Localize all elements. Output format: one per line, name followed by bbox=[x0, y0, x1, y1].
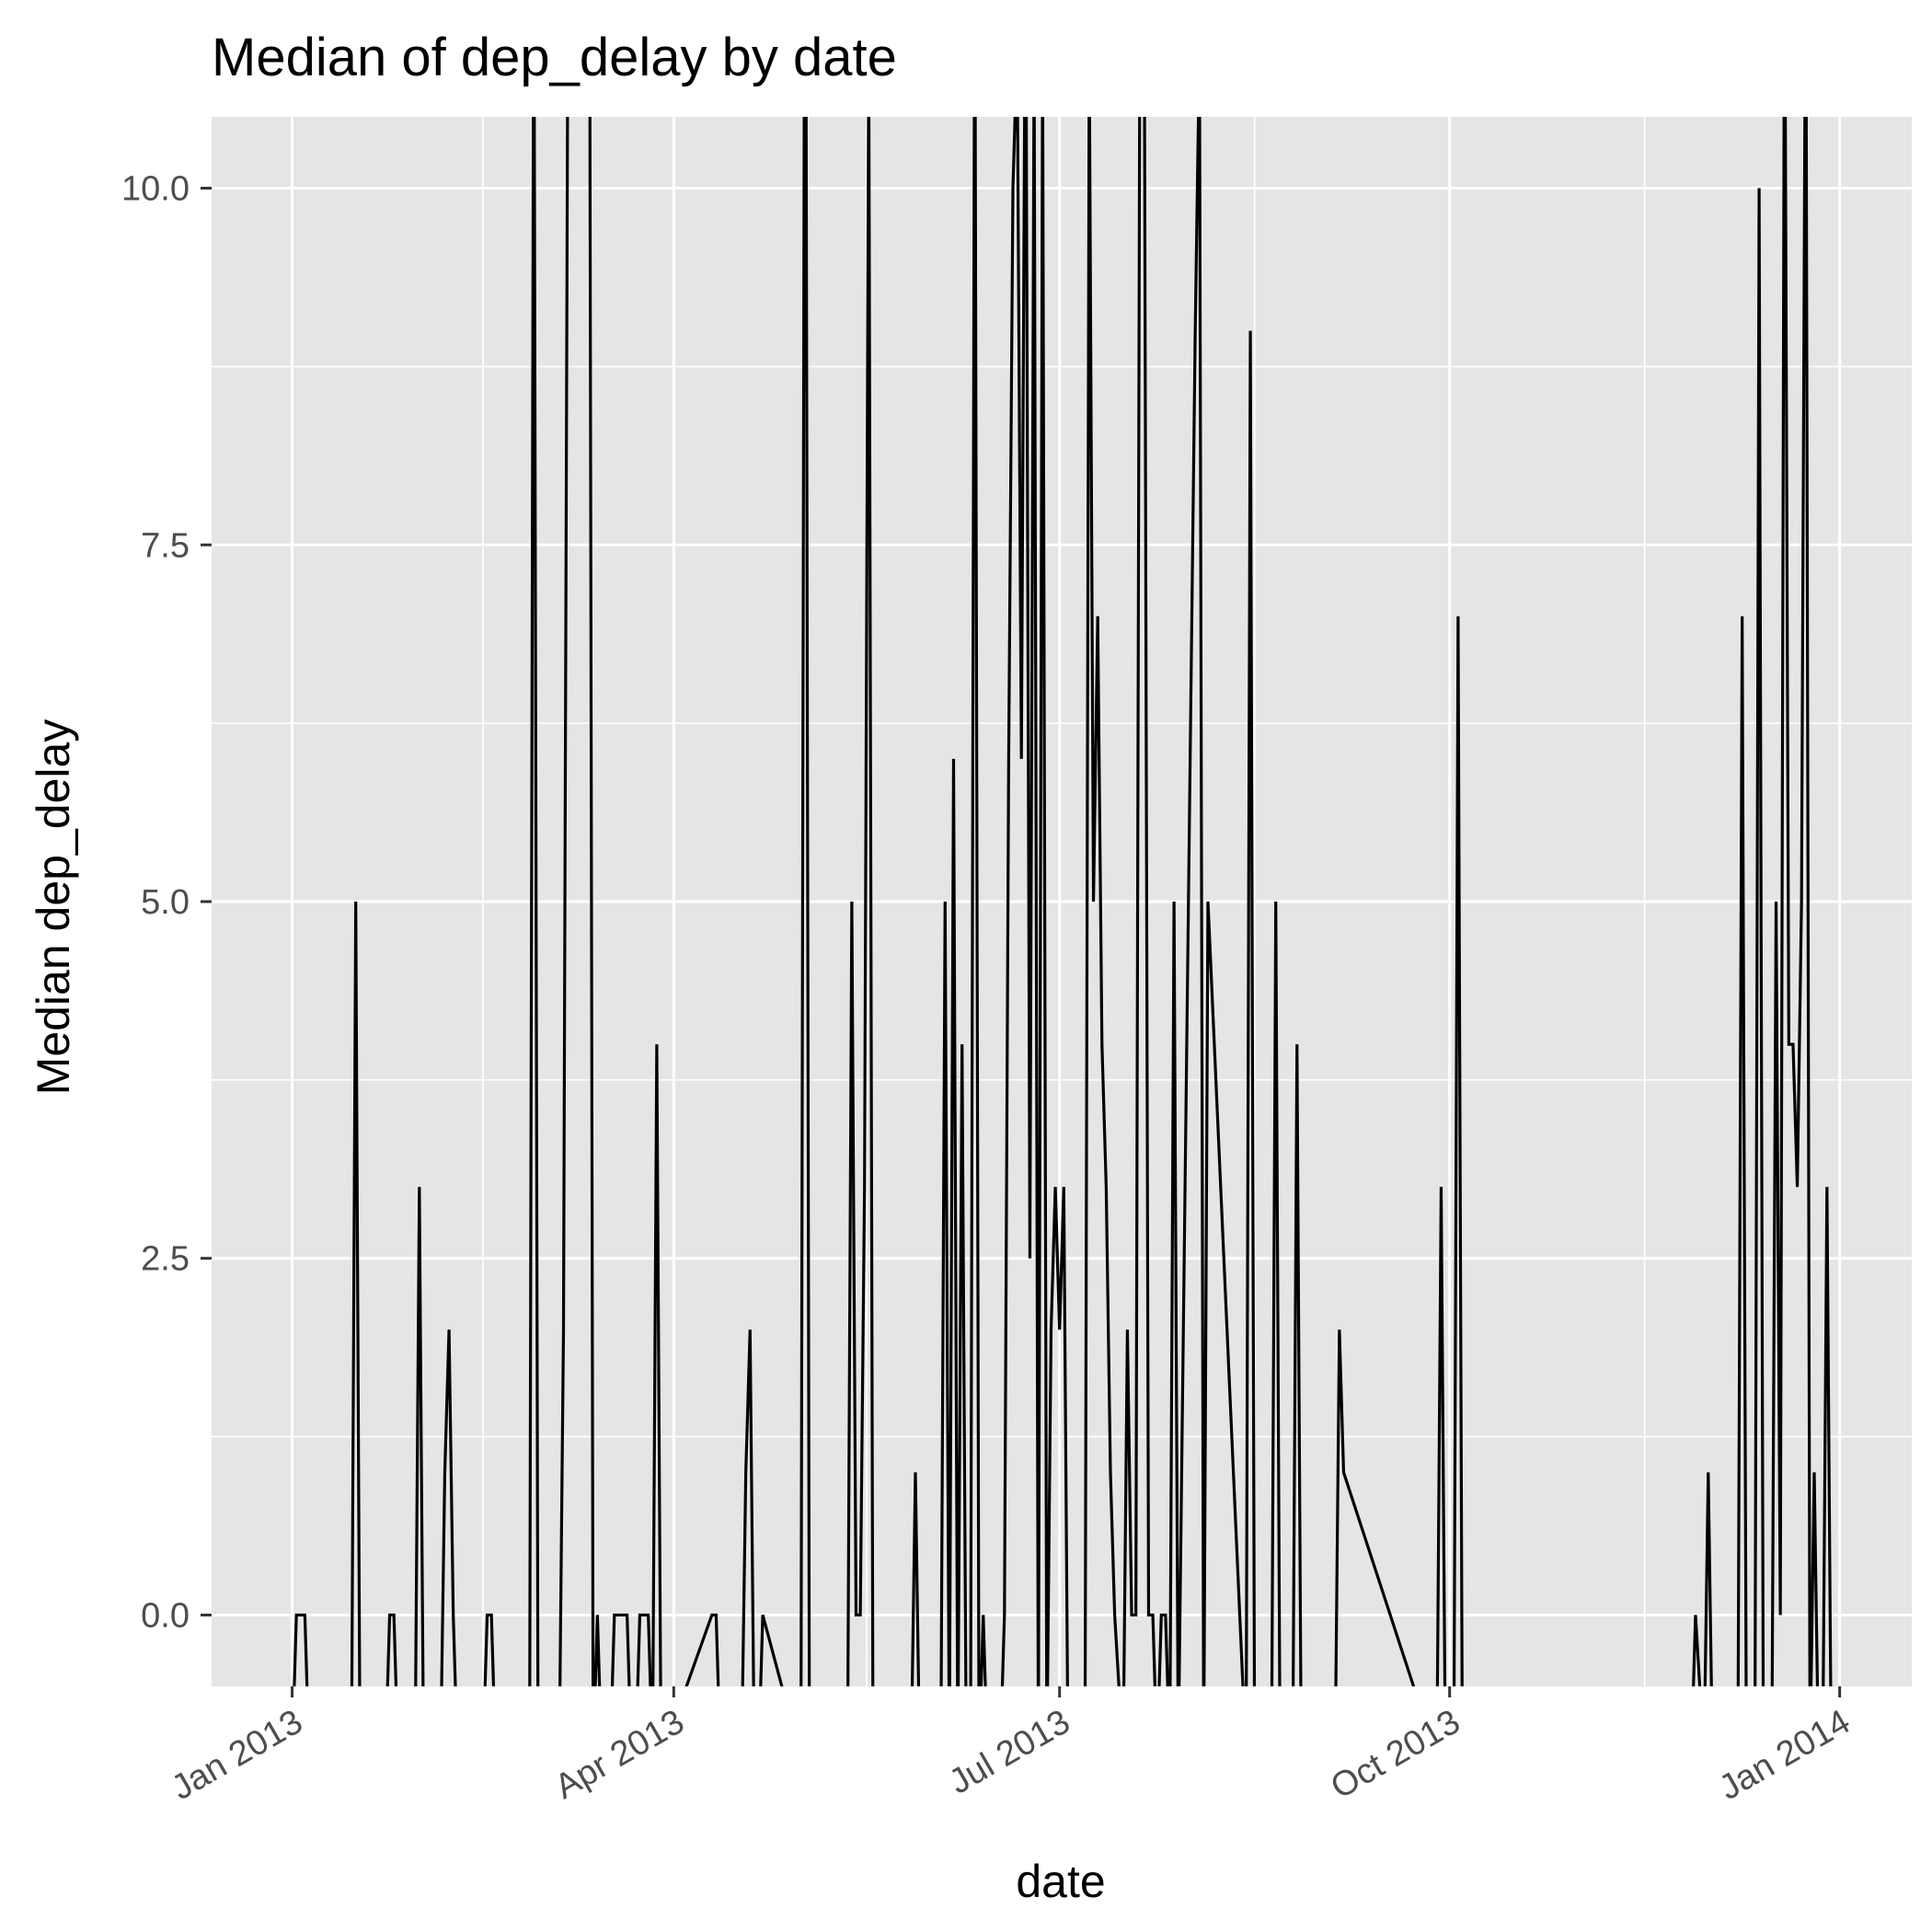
y-tick-label: 0.0 bbox=[141, 1596, 190, 1635]
y-axis-title: Median dep_delay bbox=[28, 719, 79, 1096]
x-tick-label: Oct 2013 bbox=[1325, 1702, 1467, 1806]
y-tick-label: 2.5 bbox=[141, 1240, 190, 1279]
plot-panel bbox=[212, 117, 1912, 1686]
x-tick-label: Jan 2013 bbox=[166, 1702, 309, 1808]
chart-title: Median of dep_delay by date bbox=[212, 28, 897, 87]
x-axis-title: date bbox=[1016, 1856, 1105, 1907]
y-tick-label: 7.5 bbox=[141, 526, 190, 565]
x-axis: Jan 2013 Apr 2013 Jul 2013 Oct 2013 Jan 2014 bbox=[166, 1686, 1857, 1808]
y-tick-label: 5.0 bbox=[141, 883, 190, 922]
x-tick-label: Jan 2014 bbox=[1713, 1702, 1857, 1808]
series-line-0 bbox=[293, 117, 1833, 1686]
x-tick-label: Apr 2013 bbox=[548, 1702, 691, 1806]
y-tick-label: 10.0 bbox=[121, 170, 190, 209]
x-tick-label: Jul 2013 bbox=[943, 1702, 1076, 1801]
y-axis: 0.0 2.5 5.0 7.5 10.0 bbox=[121, 170, 212, 1635]
